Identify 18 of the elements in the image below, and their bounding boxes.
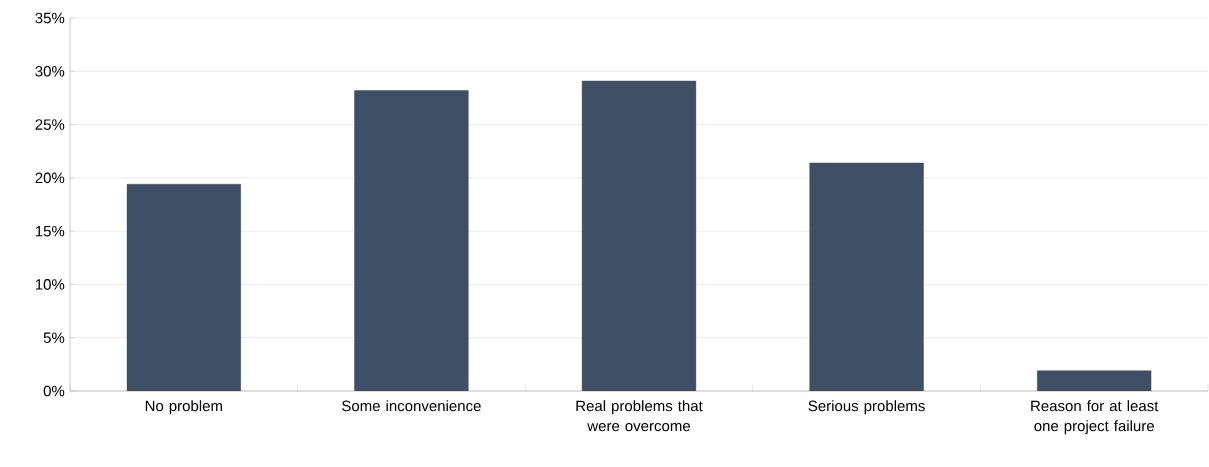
bar <box>1037 370 1152 391</box>
y-tick-label: 20% <box>35 172 65 184</box>
bar <box>809 162 924 391</box>
x-tick-label: Real problems that were overcome <box>576 400 703 432</box>
x-tick-label: Some inconvenience <box>342 400 481 412</box>
y-tick-label: 15% <box>35 225 65 237</box>
x-tick-label: Serious problems <box>808 400 925 415</box>
y-tick-label: 0% <box>43 385 65 397</box>
x-tick-label: Reason for at least one project failure <box>1031 400 1159 435</box>
x-tick-label: No problem <box>145 400 222 415</box>
y-tick-label: 10% <box>35 279 65 290</box>
y-tick-label: 35% <box>35 12 65 24</box>
y-tick-label: 5% <box>43 332 65 343</box>
bar <box>354 90 469 391</box>
bar <box>126 184 241 391</box>
y-tick-label: 30% <box>35 65 65 77</box>
y-tick-label: 25% <box>35 119 65 130</box>
bar <box>581 80 697 391</box>
